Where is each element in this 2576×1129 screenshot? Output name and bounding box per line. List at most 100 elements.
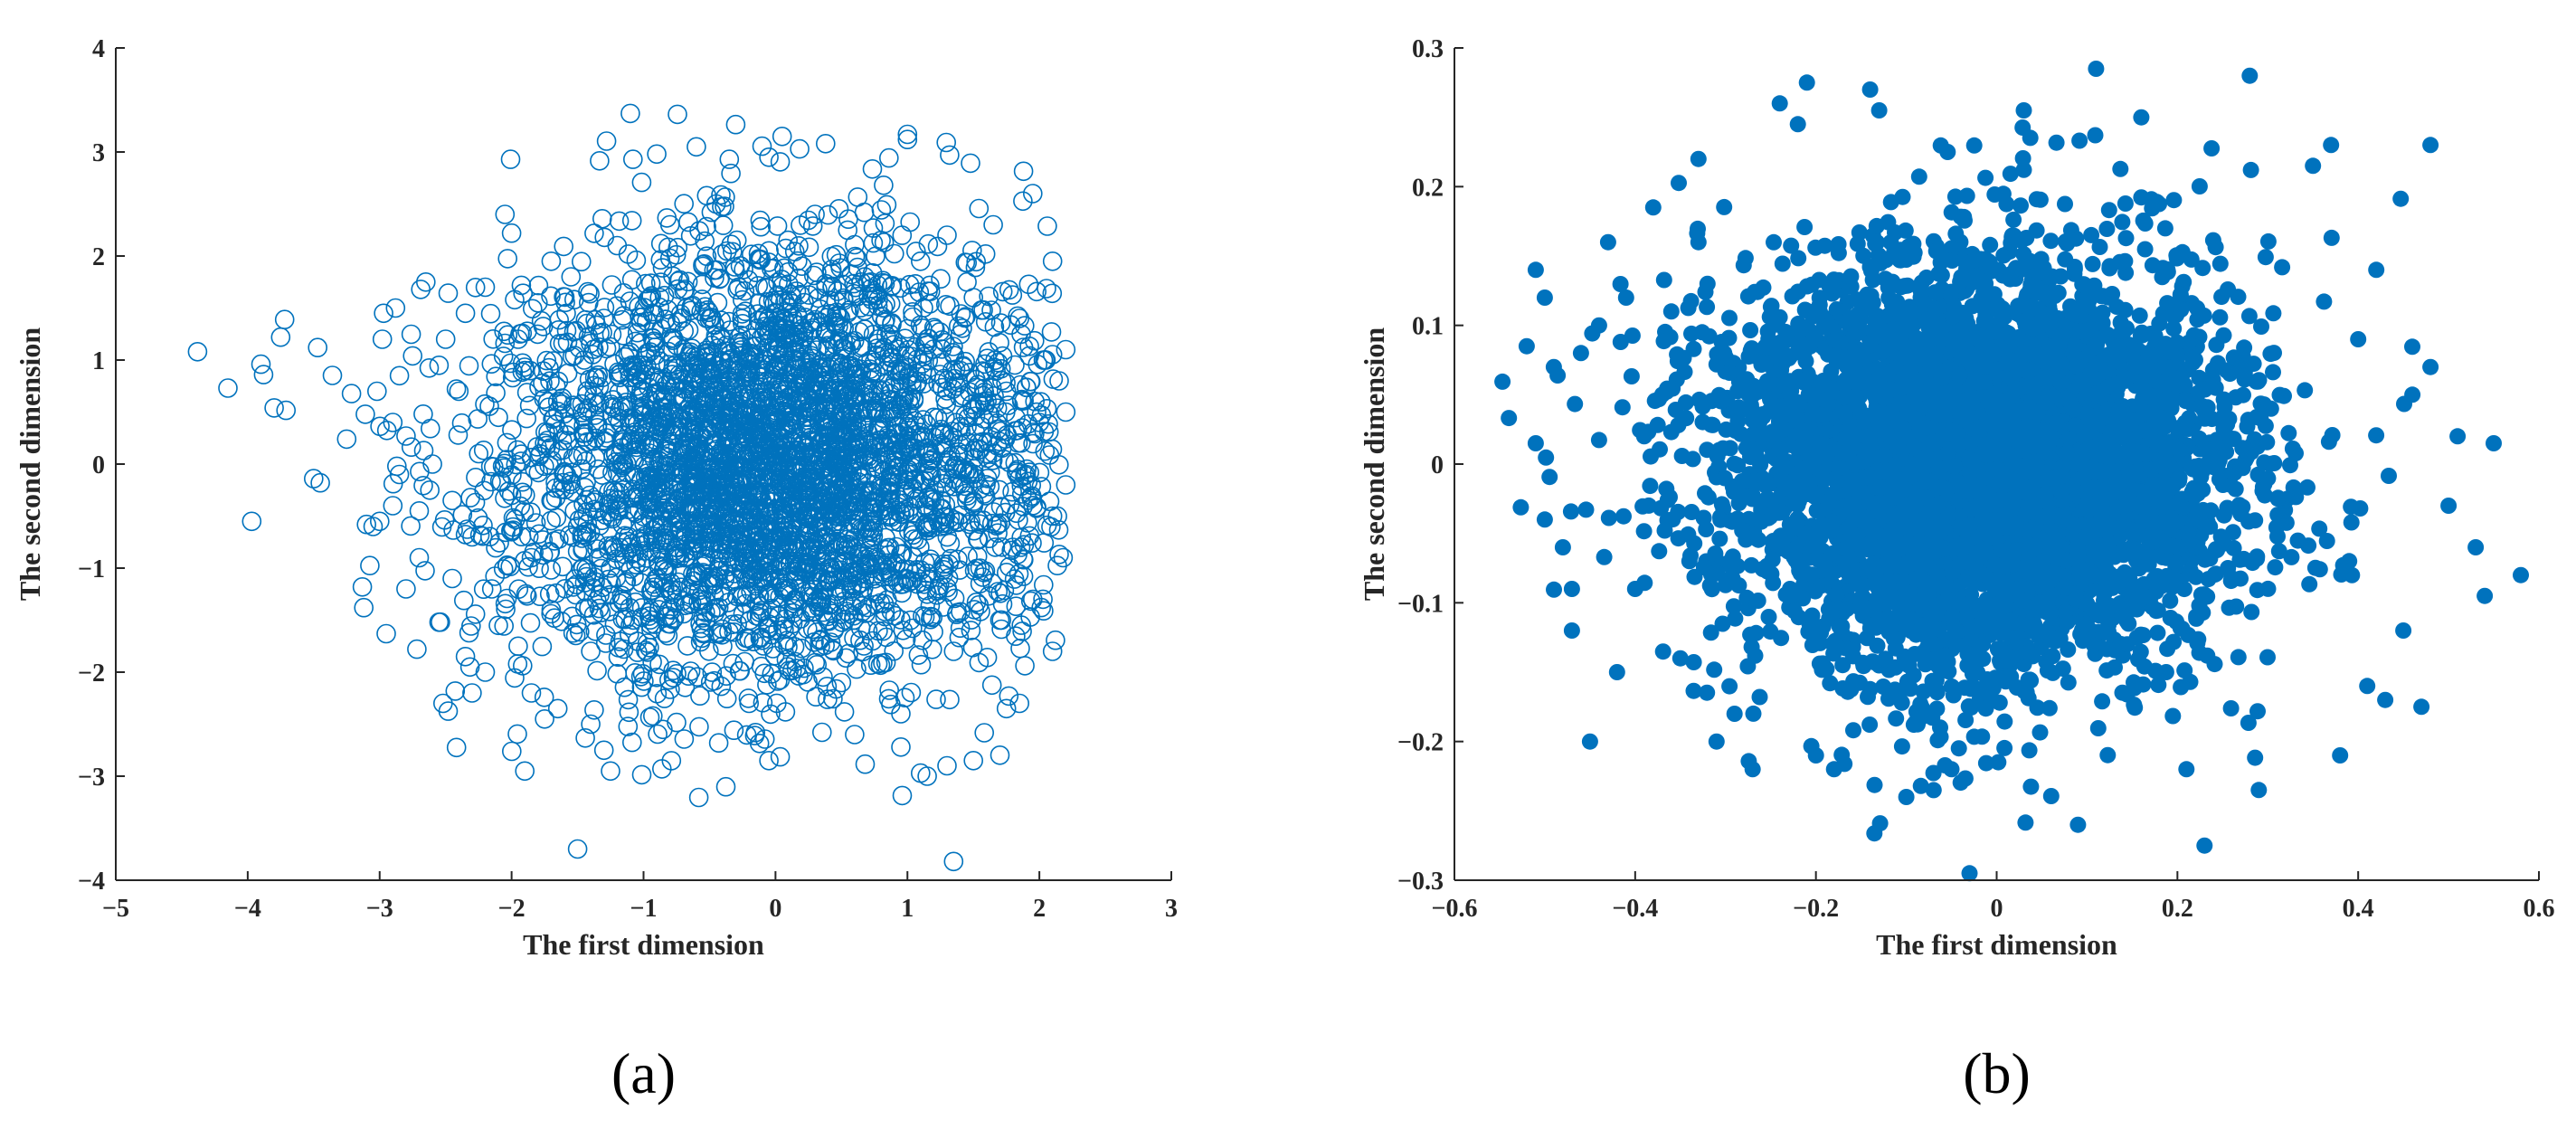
scatter-points [1494, 61, 2529, 882]
scatter-point [990, 332, 1009, 353]
scatter-point [922, 553, 942, 574]
scatter-point [673, 339, 694, 360]
scatter-point [835, 405, 856, 426]
scatter-point [652, 258, 673, 278]
scatter-point [1013, 566, 1034, 586]
scatter-point [806, 687, 826, 707]
scatter-point [448, 425, 469, 445]
scatter-point [574, 422, 594, 443]
scatter-point [827, 452, 848, 473]
scatter-point [1043, 369, 1064, 389]
scatter-point [635, 526, 655, 546]
scatter-point [706, 194, 726, 214]
scatter-point [616, 379, 636, 400]
scatter-point [789, 268, 809, 289]
scatter-point [748, 276, 769, 296]
scatter-point [688, 580, 709, 601]
scatter-point [672, 481, 692, 501]
scatter-point [931, 269, 951, 289]
scatter-point [625, 357, 646, 377]
scatter-point [1056, 402, 1076, 422]
scatter-point [816, 384, 836, 404]
scatter-point [755, 484, 776, 505]
scatter-point [670, 304, 691, 325]
scatter-point [631, 573, 651, 593]
scatter-point [516, 585, 537, 606]
scatter-point [1031, 392, 1051, 413]
x-axis-title: The first dimension [523, 928, 764, 961]
scatter-point [728, 277, 749, 298]
scatter-point [654, 285, 675, 306]
scatter-point [431, 612, 450, 632]
scatter-point [864, 433, 885, 453]
scatter-point [646, 384, 667, 404]
scatter-point [821, 475, 842, 495]
scatter-point [754, 729, 775, 749]
scatter-point [757, 675, 777, 695]
scatter-point [791, 417, 812, 438]
scatter-point [884, 392, 904, 412]
scatter-point [826, 444, 846, 465]
scatter-point [645, 345, 666, 365]
scatter-point [609, 211, 630, 232]
x-tick-label: −2 [498, 895, 526, 923]
scatter-point [619, 702, 639, 723]
scatter-point [585, 621, 606, 641]
scatter-point [829, 253, 849, 273]
x-tick-label: 0 [769, 895, 781, 923]
scatter-point [779, 298, 799, 318]
scatter-point [980, 476, 1000, 497]
scatter-point [2323, 229, 2340, 246]
scatter-point [242, 511, 262, 532]
scatter-point [912, 572, 933, 593]
scatter-point [866, 554, 886, 574]
scatter-point [854, 636, 874, 656]
scatter-point [1020, 591, 1041, 612]
scatter-point [1023, 433, 1043, 454]
scatter-point [746, 531, 767, 552]
scatter-point [895, 629, 916, 650]
scatter-point [917, 335, 938, 355]
scatter-point [1685, 682, 1702, 699]
scatter-point [886, 359, 907, 380]
scatter-point [621, 270, 642, 290]
scatter-point [716, 666, 736, 687]
scatter-point [880, 293, 901, 314]
scatter-point [485, 566, 506, 586]
scatter-point [782, 431, 802, 451]
scatter-point [472, 526, 493, 546]
scatter-point [853, 641, 873, 662]
scatter-point [542, 490, 563, 511]
scatter-point [521, 683, 542, 703]
scatter-point [369, 511, 390, 532]
scatter-point [413, 475, 433, 496]
scatter-point [874, 232, 895, 252]
scatter-point [838, 448, 857, 469]
scatter-point [908, 489, 929, 509]
scatter-point [407, 639, 427, 659]
scatter-point [649, 587, 670, 608]
scatter-point [950, 387, 971, 408]
scatter-point [745, 470, 766, 490]
scatter-point [873, 653, 893, 673]
scatter-point [1034, 601, 1054, 621]
scatter-point [505, 289, 525, 310]
scatter-point [873, 380, 894, 400]
scatter-point [656, 309, 676, 329]
scatter-point [376, 623, 396, 644]
scatter-point [863, 232, 884, 253]
scatter-point [502, 465, 522, 485]
scatter-point [587, 539, 607, 559]
scatter-point [563, 577, 583, 597]
scatter-point [1006, 596, 1027, 617]
scatter-point [481, 579, 502, 599]
scatter-point [218, 378, 238, 398]
scatter-point [825, 618, 846, 638]
scatter-point [610, 631, 630, 651]
scatter-point [720, 370, 741, 391]
scatter-point [774, 258, 794, 279]
scatter-point [954, 308, 975, 328]
scatter-point [442, 568, 462, 589]
scatter-point [411, 280, 431, 299]
scatter-point [668, 104, 687, 125]
